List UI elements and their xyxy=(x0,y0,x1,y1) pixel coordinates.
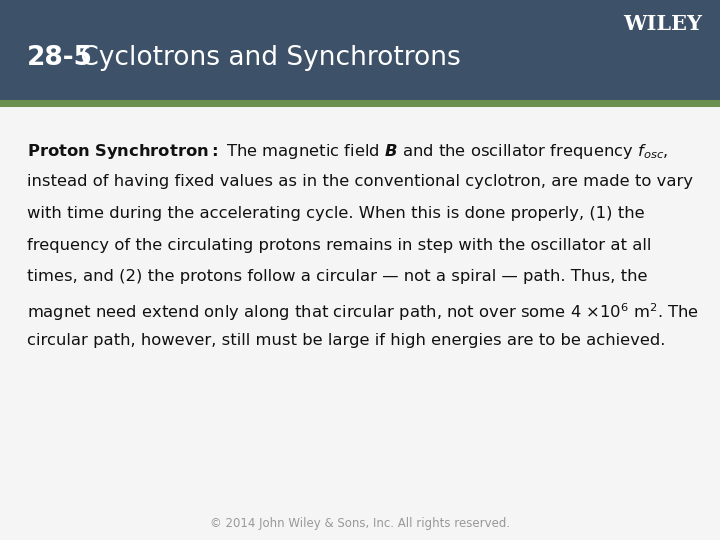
Bar xyxy=(0,0,720,100)
Text: circular path, however, still must be large if high energies are to be achieved.: circular path, however, still must be la… xyxy=(27,333,666,348)
Text: times, and (2) the protons follow a circular — not a spiral — path. Thus, the: times, and (2) the protons follow a circ… xyxy=(27,269,648,285)
Text: Cyclotrons and Synchrotrons: Cyclotrons and Synchrotrons xyxy=(72,45,461,71)
Text: magnet need extend only along that circular path, not over some 4 $\times 10^6$ : magnet need extend only along that circu… xyxy=(27,301,699,323)
Text: instead of having fixed values as in the conventional cyclotron, are made to var: instead of having fixed values as in the… xyxy=(27,174,693,189)
Text: with time during the accelerating cycle. When this is done properly, (1) the: with time during the accelerating cycle.… xyxy=(27,206,645,221)
Text: WILEY: WILEY xyxy=(623,14,702,33)
Text: 28-5: 28-5 xyxy=(27,45,94,71)
Text: $\mathbf{Proton\ Synchrotron:}$ The magnetic field $\mathbfit{B}$ and the oscill: $\mathbf{Proton\ Synchrotron:}$ The magn… xyxy=(27,142,669,161)
Bar xyxy=(0,100,720,107)
Text: © 2014 John Wiley & Sons, Inc. All rights reserved.: © 2014 John Wiley & Sons, Inc. All right… xyxy=(210,517,510,530)
Text: frequency of the circulating protons remains in step with the oscillator at all: frequency of the circulating protons rem… xyxy=(27,238,652,253)
